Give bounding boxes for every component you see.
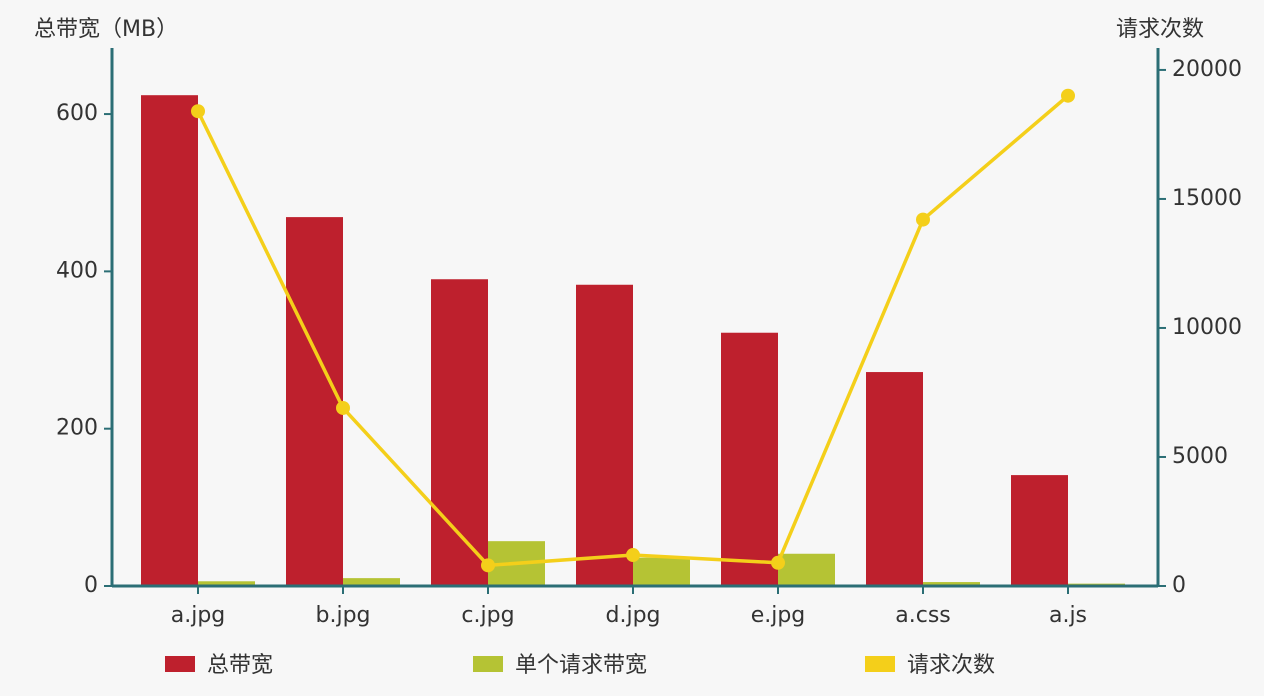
bar (721, 332, 778, 586)
legend-swatch (165, 656, 195, 672)
y-tick-label: 400 (56, 258, 98, 283)
legend-swatch (473, 656, 503, 672)
y2-tick-label: 10000 (1172, 315, 1242, 340)
bar (778, 553, 835, 586)
bar (923, 582, 980, 586)
y2-tick-label: 5000 (1172, 444, 1228, 469)
legend-label: 请求次数 (907, 653, 995, 678)
line-point (916, 212, 930, 227)
line-point (1061, 88, 1075, 103)
y2-axis-title: 请求次数 (1116, 17, 1204, 42)
x-tick-label: a.jpg (171, 603, 226, 628)
x-tick-label: a.css (895, 603, 951, 628)
legend-label: 单个请求带宽 (515, 653, 647, 678)
bar (286, 217, 343, 586)
bar (198, 581, 255, 586)
line-point (191, 104, 205, 119)
x-tick-label: e.jpg (751, 603, 806, 628)
bar (343, 578, 400, 586)
x-tick-label: d.jpg (606, 603, 661, 628)
bar (866, 372, 923, 586)
x-tick-label: b.jpg (316, 603, 371, 628)
line-point (336, 400, 350, 415)
x-tick-label: c.jpg (461, 603, 514, 628)
y2-tick-label: 15000 (1172, 186, 1242, 211)
x-tick-label: a.js (1049, 603, 1087, 628)
legend-swatch (865, 656, 895, 672)
bar (633, 557, 690, 586)
legend-label: 总带宽 (207, 653, 273, 678)
y2-tick-label: 0 (1172, 573, 1186, 598)
line-point (481, 558, 495, 573)
y2-tick-label: 20000 (1172, 57, 1242, 82)
y-axis-title: 总带宽（MB） (34, 17, 178, 42)
bar (141, 95, 198, 586)
y-tick-label: 0 (84, 573, 98, 598)
line-point (771, 555, 785, 570)
bar (1011, 475, 1068, 586)
y-tick-label: 600 (56, 101, 98, 126)
bar (576, 284, 633, 586)
line-point (626, 548, 640, 563)
y-tick-label: 200 (56, 416, 98, 441)
bar (431, 279, 488, 586)
